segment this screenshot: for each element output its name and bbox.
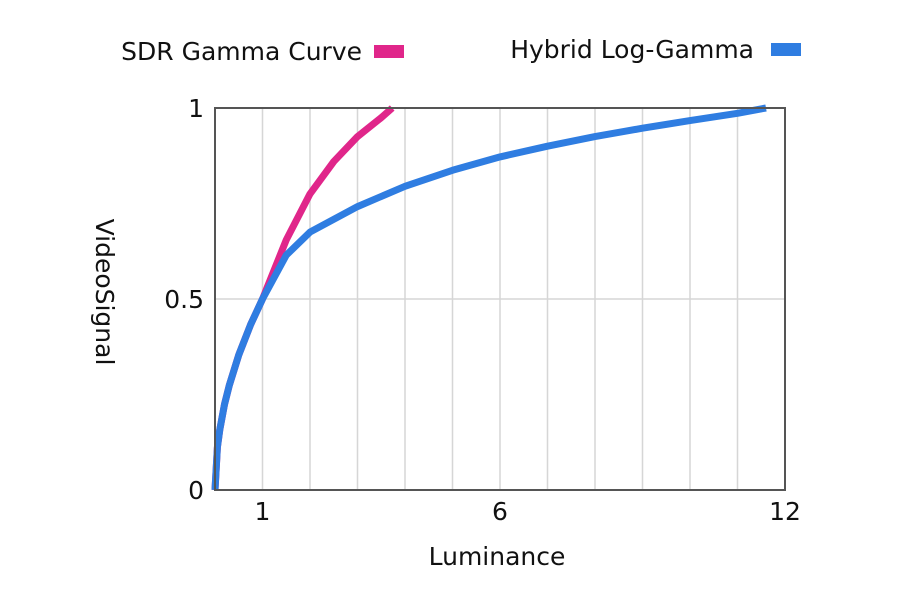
series-line-hlg: [211, 104, 767, 491]
tick-labels: 1 6 12 0 0.5 1: [164, 94, 801, 526]
x-tick-label: 12: [769, 497, 801, 526]
legend: SDR Gamma Curve Hybrid Log-Gamma: [121, 35, 801, 66]
y-tick-label: 0.5: [164, 285, 204, 314]
series-layer: [211, 104, 767, 491]
x-tick-label: 1: [255, 497, 271, 526]
grid: [215, 108, 785, 490]
y-tick-label: 0: [188, 476, 204, 505]
legend-label-sdr: SDR Gamma Curve: [121, 37, 362, 66]
x-tick-label: 6: [492, 497, 508, 526]
plot-frame: [214, 107, 786, 491]
legend-swatch-hlg: [771, 43, 801, 56]
legend-label-hlg: Hybrid Log-Gamma: [510, 35, 754, 64]
y-tick-label: 1: [188, 94, 204, 123]
legend-swatch-sdr: [374, 45, 404, 58]
y-axis-label: VideoSignal: [90, 219, 119, 366]
x-axis-label: Luminance: [429, 542, 566, 571]
